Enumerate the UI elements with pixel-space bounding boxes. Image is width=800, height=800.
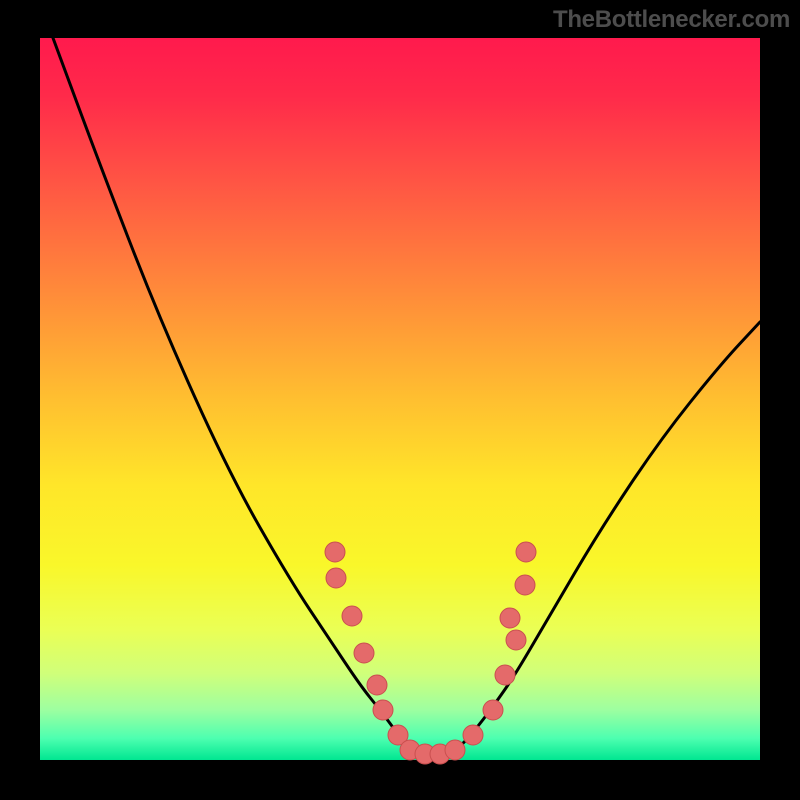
watermark-text: TheBottlenecker.com [553,6,790,34]
chart-container: TheBottlenecker.com [0,0,800,800]
plot-gradient-background [40,38,760,760]
